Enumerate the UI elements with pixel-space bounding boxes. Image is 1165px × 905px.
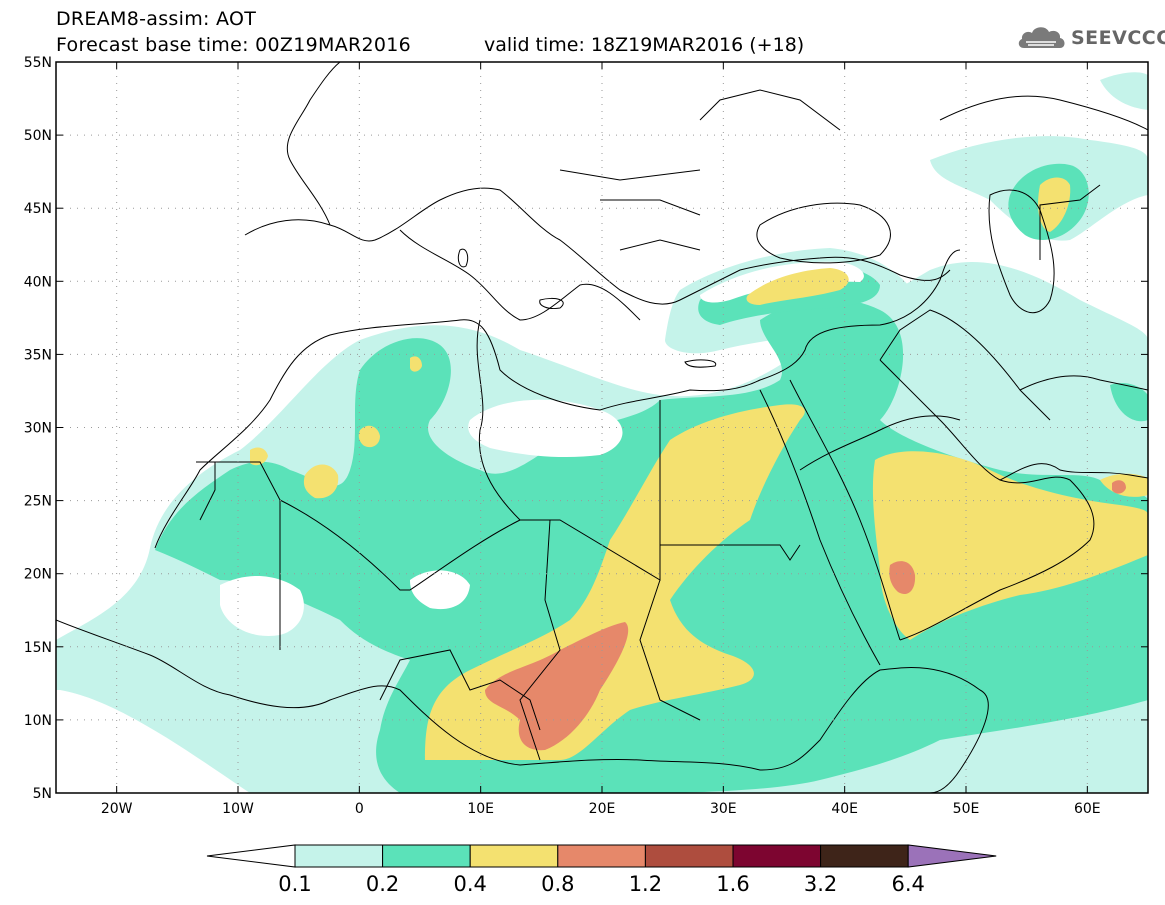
latitude-axis: 55N 50N 45N 40N 35N 30N 25N 20N 15N 10N 5N (24, 55, 1148, 802)
gridlines (56, 62, 1148, 793)
valid-time: valid time: 18Z19MAR2016 (+18) (484, 34, 805, 56)
lat-tick-label: 55N (24, 55, 52, 71)
colorbar-bin (294, 844, 384, 868)
colorbar-level-label: 0.1 (278, 872, 311, 896)
forecast-base-time: Forecast base time: 00Z19MAR2016 (56, 34, 412, 56)
lon-tick-label: 40E (831, 801, 858, 817)
colorbar-bin (557, 844, 646, 868)
lat-tick-label: 45N (24, 201, 52, 217)
lat-tick-label: 30N (24, 421, 52, 437)
colorbar-above-triangle (907, 844, 997, 868)
colorbar-level-label: 0.4 (453, 872, 486, 896)
lat-tick-label: 35N (24, 347, 52, 363)
lat-tick-label: 25N (24, 494, 52, 510)
colorbar-bin (469, 844, 559, 868)
seevccc-logo: SEEVCCC (1016, 24, 1165, 52)
colorbar-level-label: 3.2 (804, 872, 837, 896)
lon-tick-label: 10W (222, 801, 254, 817)
aot-band-0.8-1.2 (485, 480, 1126, 751)
lon-tick-label: 20E (589, 801, 616, 817)
colorbar-below-triangle (206, 844, 296, 868)
colorbar-level-label: 1.2 (629, 872, 662, 896)
lon-tick-label: 60E (1074, 801, 1101, 817)
lat-tick-label: 40N (24, 274, 52, 290)
lon-tick-label: 0 (355, 801, 364, 817)
lon-tick-label: 10E (467, 801, 494, 817)
lat-tick-label: 5N (33, 786, 52, 802)
lat-tick-label: 10N (24, 713, 52, 729)
logo-text: SEEVCCC (1071, 27, 1165, 49)
colorbar-bin (644, 844, 734, 868)
colorbar-bin (382, 844, 471, 868)
colorbar-level-label: 6.4 (891, 872, 924, 896)
aot-band-below-0.1 (220, 261, 864, 636)
map-title: DREAM8-assim: AOT (56, 8, 257, 30)
colorbar-bin (732, 844, 822, 868)
lon-tick-label: 30E (710, 801, 737, 817)
lon-tick-label: 20W (101, 801, 133, 817)
lat-tick-label: 20N (24, 567, 52, 583)
colorbar-level-label: 0.2 (366, 872, 399, 896)
cloud-icon (1018, 27, 1065, 48)
lat-tick-label: 15N (24, 640, 52, 656)
colorbar-bin (820, 844, 909, 868)
longitude-axis: 20W 10W 0 10E 20E 30E 40E 50E 60E (101, 62, 1101, 817)
colorbar: 0.1 0.2 0.4 0.8 1.2 1.6 3.2 6.4 (206, 844, 997, 896)
colorbar-level-label: 1.6 (716, 872, 749, 896)
colorbar-level-label: 0.8 (541, 872, 574, 896)
coastlines-borders (56, 62, 1148, 793)
lon-tick-label: 50E (953, 801, 980, 817)
lat-tick-label: 50N (24, 128, 52, 144)
